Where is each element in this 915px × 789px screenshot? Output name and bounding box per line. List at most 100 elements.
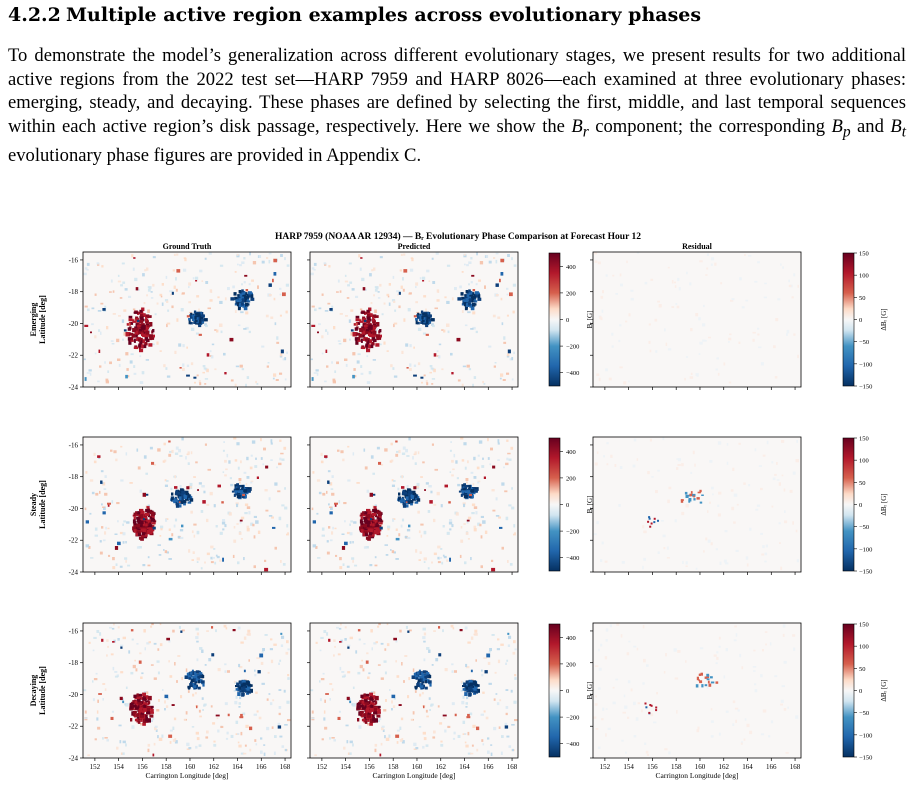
positive-flux-mark (363, 713, 367, 717)
field-speckle (377, 291, 380, 293)
positive-flux-mark (362, 338, 365, 341)
field-speckle (431, 378, 436, 380)
negative-flux-mark (190, 679, 194, 683)
field-speckle (169, 450, 173, 453)
field-speckle (513, 264, 517, 267)
positive-flux-mark (366, 326, 369, 330)
negative-flux-mark (464, 692, 468, 696)
field-speckle (363, 546, 367, 549)
field-speckle (442, 629, 444, 633)
field-speckle (460, 437, 464, 440)
small-spot-mark (143, 518, 145, 521)
field-speckle (345, 724, 349, 727)
positive-flux-mark (366, 328, 370, 332)
residual-speckle (760, 674, 763, 678)
negative-flux-mark (245, 491, 249, 495)
field-speckle (213, 504, 216, 508)
field-speckle (352, 452, 355, 456)
field-speckle (425, 709, 428, 713)
negative-flux-mark (402, 489, 406, 493)
field-speckle (412, 711, 415, 715)
positive-flux-mark (145, 325, 150, 330)
negative-flux-mark (234, 484, 238, 487)
field-speckle (283, 446, 287, 450)
residual-mark (698, 673, 701, 676)
field-speckle (469, 712, 473, 716)
residual-speckle (651, 476, 654, 478)
field-speckle (408, 629, 412, 632)
field-speckle (333, 639, 336, 642)
positive-flux-mark (136, 324, 141, 328)
x-tick-label: 160 (185, 763, 196, 771)
negative-flux-mark (414, 501, 419, 504)
field-speckle (487, 750, 490, 754)
field-speckle (157, 735, 159, 739)
small-spot-mark (137, 319, 140, 323)
residual-speckle (707, 539, 711, 543)
field-speckle (258, 716, 262, 720)
field-speckle (128, 295, 132, 298)
field-speckle (509, 563, 513, 566)
negative-flux-mark (420, 310, 424, 314)
negative-flux-mark (199, 673, 204, 678)
field-speckle (342, 458, 345, 462)
field-speckle (103, 506, 106, 510)
field-speckle (456, 477, 459, 480)
negative-flux-mark (187, 501, 192, 504)
field-speckle (120, 445, 123, 448)
positive-flux-mark (141, 705, 146, 709)
field-speckle (220, 330, 223, 334)
field-speckle (95, 672, 98, 675)
negative-flux-mark (243, 292, 248, 296)
field-speckle (391, 708, 393, 711)
residual-speckle (723, 362, 726, 366)
field-speckle (260, 457, 263, 460)
field-speckle (339, 557, 342, 561)
field-speckle (507, 644, 511, 647)
negative-flux-mark (245, 302, 249, 307)
field-speckle (463, 503, 466, 508)
field-speckle (511, 506, 515, 510)
field-speckle (250, 454, 253, 457)
field-speckle (495, 294, 499, 297)
field-speckle (381, 727, 384, 731)
positive-flux-mark (377, 530, 381, 533)
residual-speckle (615, 293, 618, 295)
positive-flux-mark (372, 717, 375, 722)
positive-flux-mark (373, 707, 377, 712)
positive-flux-mark (360, 529, 364, 533)
field-speckle (504, 722, 508, 726)
field-speckle (176, 318, 179, 322)
negative-flux-mark (243, 494, 247, 498)
small-spot-mark (168, 440, 171, 443)
positive-flux-mark (366, 314, 370, 317)
small-spot-mark (272, 278, 274, 283)
residual-speckle (797, 284, 799, 288)
residual-speckle (770, 720, 774, 724)
field-speckle (462, 720, 466, 724)
negative-flux-mark (194, 682, 197, 687)
field-speckle (376, 286, 379, 290)
residual-speckle (605, 628, 609, 632)
residual-speckle (594, 665, 599, 667)
field-speckle (93, 678, 98, 681)
field-speckle (261, 682, 265, 685)
field-speckle (441, 329, 444, 331)
field-speckle (484, 285, 486, 289)
field-speckle (399, 269, 402, 272)
panel-frame (309, 436, 519, 573)
residual-speckle (684, 377, 686, 381)
residual-speckle (796, 440, 798, 443)
field-speckle (426, 269, 430, 273)
field-speckle (266, 365, 269, 368)
positive-flux-mark (365, 346, 368, 350)
negative-flux-mark (424, 675, 428, 679)
residual-speckle (757, 261, 760, 264)
positive-flux-mark (133, 516, 136, 520)
small-spot-mark (444, 484, 448, 488)
field-speckle (112, 290, 115, 293)
negative-flux-mark (419, 683, 422, 686)
positive-flux-mark (137, 705, 140, 708)
negative-flux-mark (238, 290, 242, 294)
field-speckle (243, 281, 246, 284)
